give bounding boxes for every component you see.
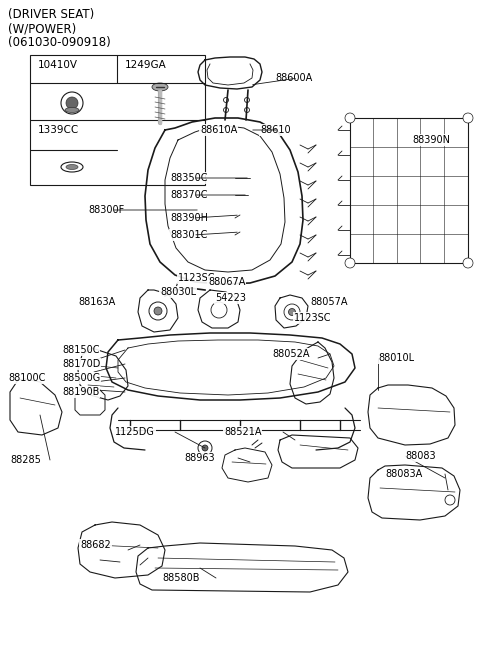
Circle shape — [224, 98, 228, 102]
Circle shape — [288, 308, 296, 316]
Circle shape — [198, 441, 212, 455]
Text: 88052A: 88052A — [272, 349, 310, 359]
Text: 88100C: 88100C — [8, 373, 46, 383]
Ellipse shape — [65, 108, 79, 112]
Circle shape — [284, 304, 300, 320]
Circle shape — [345, 113, 355, 123]
Text: 88500G: 88500G — [62, 373, 100, 383]
Text: (DRIVER SEAT): (DRIVER SEAT) — [8, 8, 94, 21]
Text: 88600A: 88600A — [275, 73, 312, 83]
Text: 88370C: 88370C — [170, 190, 207, 200]
Bar — [30, 55, 205, 185]
Circle shape — [211, 302, 227, 318]
Text: 1249GA: 1249GA — [125, 60, 167, 70]
Circle shape — [154, 307, 162, 315]
Circle shape — [202, 445, 208, 451]
Text: (061030-090918): (061030-090918) — [8, 36, 111, 49]
Text: 88190B: 88190B — [62, 387, 99, 397]
Circle shape — [244, 108, 250, 112]
Text: (W/POWER): (W/POWER) — [8, 22, 76, 35]
Text: 88610: 88610 — [260, 125, 290, 135]
Ellipse shape — [61, 162, 83, 172]
Text: 1125DG: 1125DG — [115, 427, 155, 437]
Text: 88285: 88285 — [10, 455, 41, 465]
Text: 88301C: 88301C — [170, 230, 207, 240]
Text: 88083A: 88083A — [385, 469, 422, 479]
Bar — [350, 118, 468, 263]
Text: 88682: 88682 — [80, 540, 111, 550]
Text: 1123SC: 1123SC — [294, 313, 332, 323]
Text: 88057A: 88057A — [310, 297, 348, 307]
Text: 88163A: 88163A — [78, 297, 115, 307]
Circle shape — [224, 108, 228, 112]
Text: 88067A: 88067A — [208, 277, 245, 287]
Text: 1339CC: 1339CC — [38, 125, 79, 135]
Circle shape — [244, 98, 250, 102]
Text: 88390N: 88390N — [412, 135, 450, 145]
Circle shape — [463, 258, 473, 268]
Text: 1123SC: 1123SC — [178, 273, 216, 283]
Text: 88610A: 88610A — [200, 125, 237, 135]
Text: 10410V: 10410V — [38, 60, 78, 70]
Text: 88350C: 88350C — [170, 173, 207, 183]
Text: 88150C: 88150C — [62, 345, 99, 355]
Circle shape — [463, 113, 473, 123]
Circle shape — [66, 97, 78, 109]
Circle shape — [61, 92, 83, 114]
Text: 88010L: 88010L — [378, 353, 414, 363]
Text: 88963: 88963 — [184, 453, 215, 463]
Ellipse shape — [152, 83, 168, 91]
Circle shape — [149, 302, 167, 320]
Text: 88170D: 88170D — [62, 359, 100, 369]
Ellipse shape — [66, 165, 78, 169]
Text: 88030L: 88030L — [160, 287, 196, 297]
Text: 88300F: 88300F — [88, 205, 124, 215]
Circle shape — [345, 258, 355, 268]
Text: 88390H: 88390H — [170, 213, 208, 223]
Text: 88083: 88083 — [405, 451, 436, 461]
Circle shape — [445, 495, 455, 505]
Text: 54223: 54223 — [215, 293, 246, 303]
Text: 88521A: 88521A — [224, 427, 262, 437]
Text: 88580B: 88580B — [162, 573, 200, 583]
